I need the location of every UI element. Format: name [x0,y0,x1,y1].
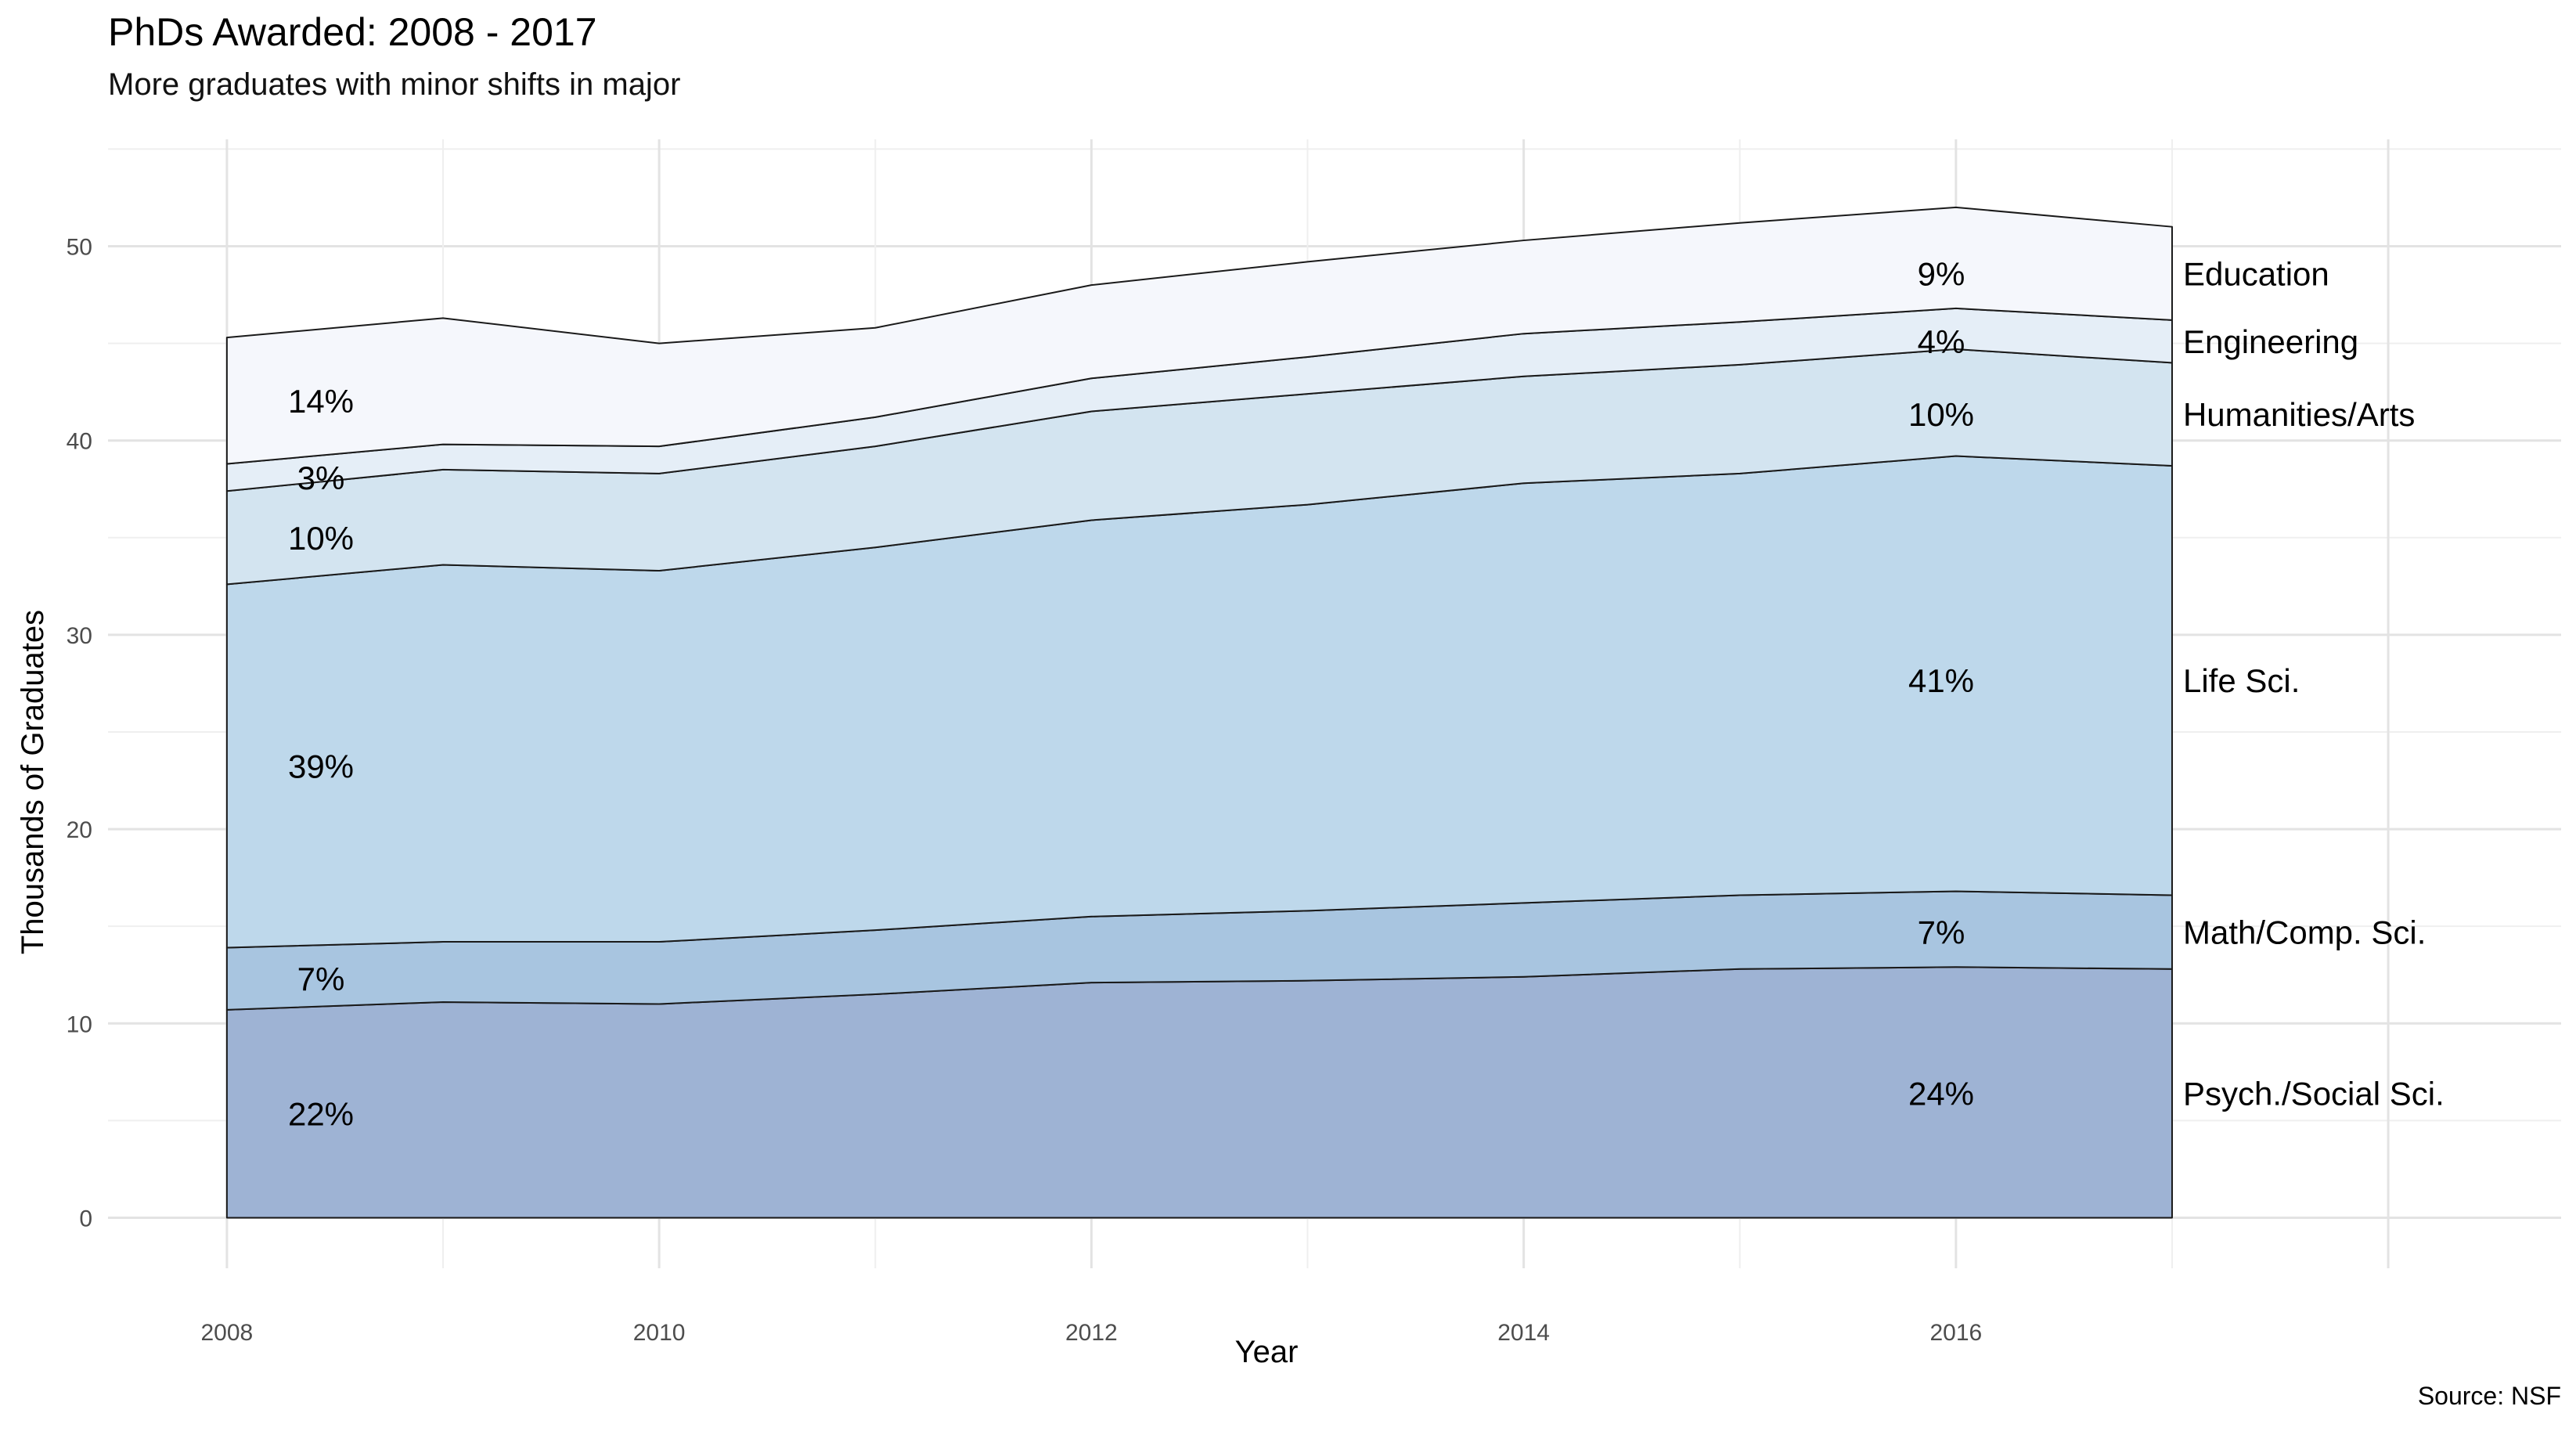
x-axis-title: Year [1235,1335,1299,1369]
area-series [225,206,2173,1219]
series-label-psych-social-sci: Psych./Social Sci. [2183,1076,2444,1112]
pct-label-end-psych-social-sci: 24% [1908,1076,1974,1112]
pct-label-start-math-comp-sci: 7% [297,961,345,997]
chart-caption: Source: NSF [2417,1382,2561,1410]
series-label-math-comp-sci: Math/Comp. Sci. [2183,914,2426,951]
series-label-humanities-arts: Humanities/Arts [2183,396,2415,433]
y-axis-title: Thousands of Graduates [16,610,50,954]
pct-label-start-psych-social-sci: 22% [288,1096,354,1133]
chart-subtitle: More graduates with minor shifts in majo… [108,67,681,102]
y-tick-label: 20 [67,817,92,843]
pct-label-end-math-comp-sci: 7% [1918,914,1965,951]
pct-label-start-engineering: 3% [297,460,345,496]
y-tick-label: 10 [67,1011,92,1037]
pct-label-end-engineering: 4% [1918,323,1965,360]
x-tick-label: 2014 [1497,1320,1550,1346]
series-label-life-sci: Life Sci. [2183,662,2300,699]
pct-label-start-humanities-arts: 10% [288,520,354,557]
pct-label-end-humanities-arts: 10% [1908,396,1974,433]
series-label-engineering: Engineering [2183,323,2358,360]
pct-label-end-life-sci: 41% [1908,662,1974,699]
area-psych-social-sci [225,966,2173,1219]
axis-ticks: 2008 2010 2012 2014 2016 0 10 20 30 40 50 [67,235,1983,1346]
series-label-education: Education [2183,255,2329,292]
area-education [225,206,2173,465]
y-tick-label: 40 [67,429,92,455]
data-labels: 22% 24% Psych./Social Sci. 7% 7% Math/Comp. S… [288,255,2444,1132]
y-tick-label: 50 [67,235,92,261]
pct-label-start-education: 14% [288,383,354,420]
y-tick-label: 0 [79,1206,92,1231]
pct-label-end-education: 9% [1918,255,1965,292]
x-tick-label: 2016 [1929,1320,1982,1346]
x-tick-label: 2008 [200,1320,253,1346]
x-tick-label: 2010 [633,1320,686,1346]
y-tick-label: 30 [67,623,92,649]
x-tick-label: 2012 [1065,1320,1118,1346]
pct-label-start-life-sci: 39% [288,748,354,784]
chart-title: PhDs Awarded: 2008 - 2017 [108,10,597,54]
